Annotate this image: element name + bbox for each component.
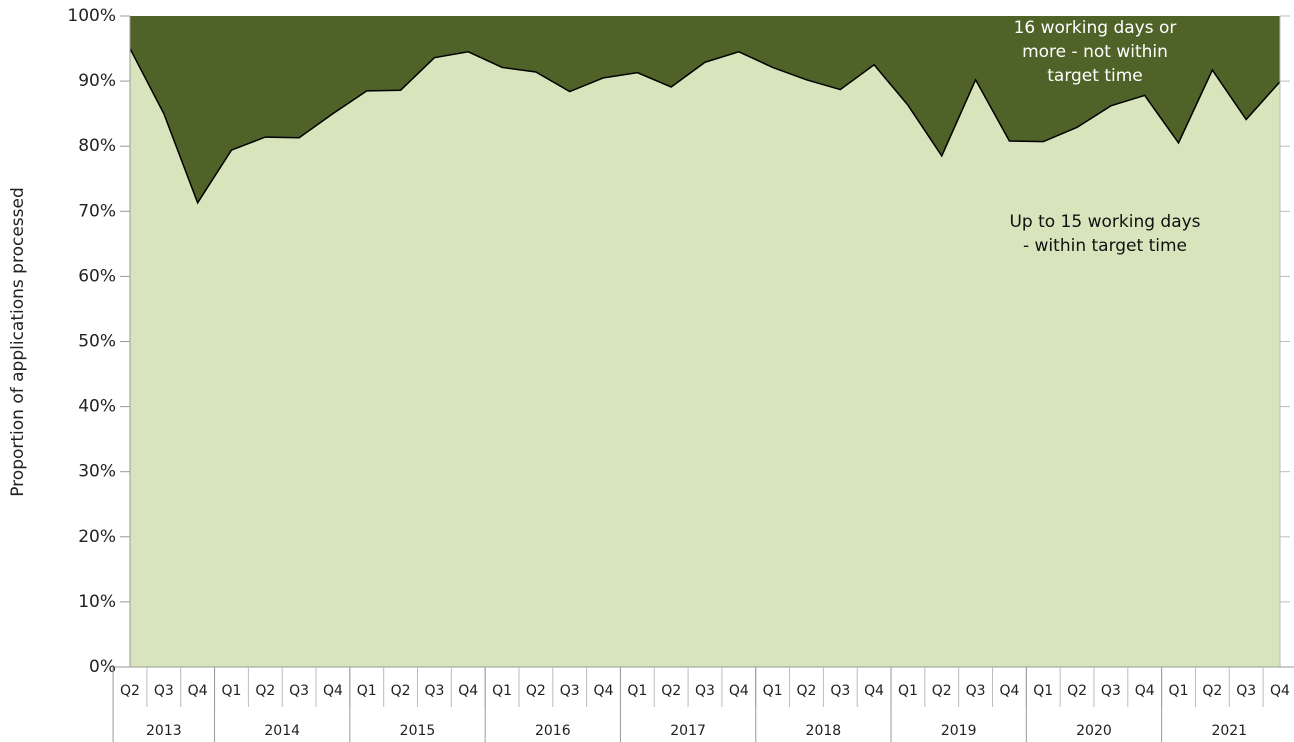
- x-tick-label: Q4: [458, 683, 478, 699]
- y-tick-label: 10%: [78, 592, 116, 612]
- x-tick-label: Q3: [1236, 683, 1256, 699]
- x-tick-label: Q2: [1067, 683, 1087, 699]
- x-tick-label: Q2: [661, 683, 681, 699]
- x-tick-label: Q1: [898, 683, 918, 699]
- x-tick-label: Q1: [222, 683, 242, 699]
- x-tick-label: Q4: [1270, 683, 1290, 699]
- x-tick-label: Q1: [1033, 683, 1053, 699]
- x-tick-label: Q2: [391, 683, 411, 699]
- x-tick-label: Q3: [695, 683, 715, 699]
- x-tick-label: Q2: [526, 683, 546, 699]
- x-tick-label: Q1: [492, 683, 512, 699]
- x-tick-label: Q4: [594, 683, 614, 699]
- y-tick-label: 90%: [78, 71, 116, 91]
- boundary-line: [129, 48, 1281, 205]
- x-tick-label: Q3: [424, 683, 444, 699]
- year-label: 2016: [535, 723, 571, 739]
- x-tick-label: Q3: [966, 683, 986, 699]
- x-tick-label: Q2: [932, 683, 952, 699]
- x-tick-label: Q4: [1135, 683, 1155, 699]
- x-tick-label: Q1: [763, 683, 783, 699]
- x-tick-label: Q3: [560, 683, 580, 699]
- year-label: 2013: [146, 723, 182, 739]
- x-tick-label: Q3: [289, 683, 309, 699]
- x-tick-label: Q1: [1169, 683, 1189, 699]
- x-tick-label: Q2: [1202, 683, 1222, 699]
- y-tick-label: 30%: [78, 462, 116, 482]
- y-tick-label: 50%: [78, 332, 116, 352]
- x-tick-label: Q3: [154, 683, 174, 699]
- y-tick-label: 80%: [78, 136, 116, 156]
- area: [130, 48, 1280, 668]
- year-label: 2018: [806, 723, 842, 739]
- x-tick-label: Q2: [120, 683, 140, 699]
- series-label: 16 working days or more - not within tar…: [1013, 18, 1177, 86]
- x-tick-label: Q4: [729, 683, 749, 699]
- y-tick-label: 60%: [78, 266, 116, 286]
- x-tick-label: Q4: [188, 683, 208, 699]
- y-tick-label: 100%: [67, 6, 116, 26]
- year-label: 2014: [264, 723, 300, 739]
- year-label: 2015: [400, 723, 436, 739]
- year-label: 2017: [670, 723, 706, 739]
- year-label: 2020: [1076, 723, 1112, 739]
- year-label: 2021: [1211, 723, 1247, 739]
- y-tick-label: 0%: [89, 657, 116, 677]
- x-tick-label: Q4: [999, 683, 1019, 699]
- area: [130, 16, 1280, 203]
- year-label: 2019: [941, 723, 977, 739]
- y-axis-label: Proportion of applications processed: [8, 187, 28, 497]
- x-tick-label: Q2: [255, 683, 275, 699]
- x-tick-label: Q2: [797, 683, 817, 699]
- y-tick-label: 40%: [78, 397, 116, 417]
- x-tick-label: Q4: [323, 683, 343, 699]
- y-tick-label: 70%: [78, 201, 116, 221]
- x-tick-label: Q4: [864, 683, 884, 699]
- y-tick-label: 20%: [78, 527, 116, 547]
- series-label: Up to 15 working days - within target ti…: [1009, 212, 1201, 256]
- x-tick-label: Q3: [1101, 683, 1121, 699]
- x-tick-label: Q1: [627, 683, 647, 699]
- x-tick-label: Q1: [357, 683, 377, 699]
- x-tick-label: Q3: [830, 683, 850, 699]
